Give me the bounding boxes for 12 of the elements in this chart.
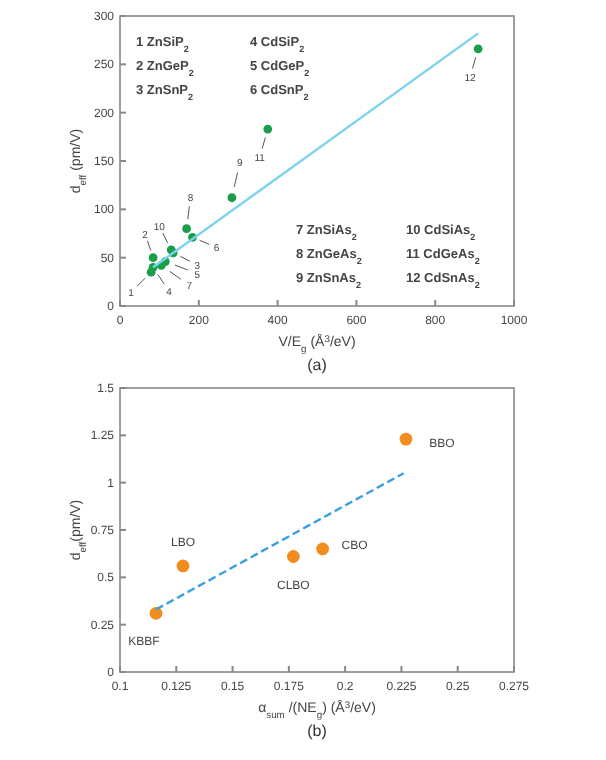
point <box>182 224 191 234</box>
point <box>316 542 330 556</box>
point <box>176 559 190 573</box>
text: (a) <box>307 356 328 374</box>
point <box>399 432 413 446</box>
point <box>148 253 158 263</box>
point <box>473 44 483 54</box>
point <box>227 193 237 203</box>
point <box>286 550 300 563</box>
text: (b) <box>307 722 328 740</box>
point <box>263 124 273 134</box>
point <box>149 606 163 620</box>
